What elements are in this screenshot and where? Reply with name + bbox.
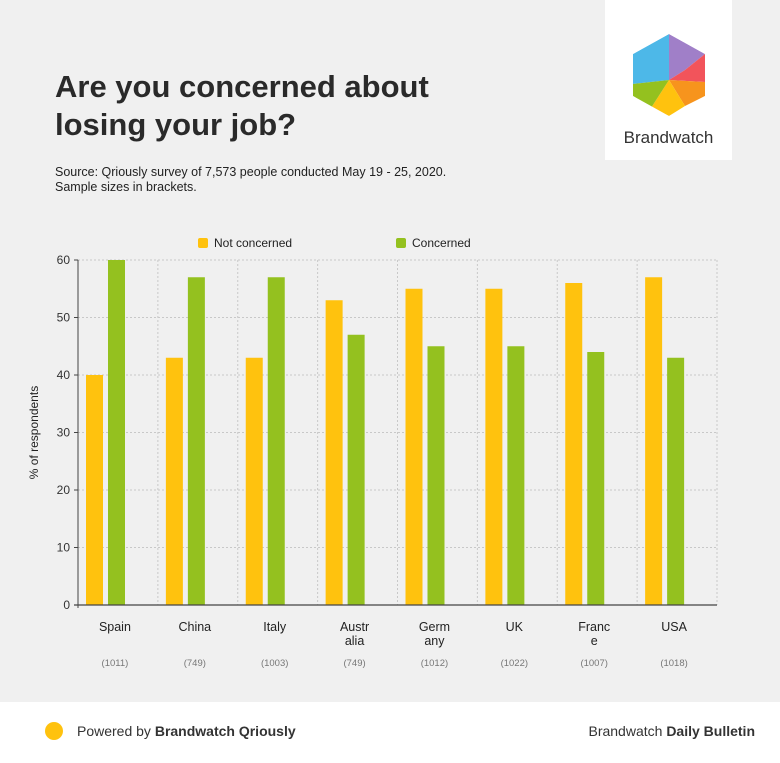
y-tick-label: 40: [57, 368, 71, 382]
y-tick-label: 20: [57, 483, 71, 497]
source-line: Source: Qriously survey of 7,573 people …: [55, 165, 447, 179]
source-note: Source: Qriously survey of 7,573 people …: [55, 165, 515, 195]
sample-size-label: (1011): [102, 658, 129, 669]
labels: 0 10 20 30 40 50 60 Spain (1011) China (749) Italy (…: [27, 253, 688, 669]
sample-size-label: (749): [184, 658, 206, 669]
bar-concerned: [108, 260, 125, 605]
x-tick-label: any: [424, 634, 445, 648]
powered-by: Powered by Brandwatch Qriously: [77, 723, 296, 739]
bar-not-concerned: [165, 357, 183, 605]
x-tick-label: UK: [506, 620, 524, 634]
legend-label: Not concerned: [214, 236, 292, 250]
grid: [77, 259, 718, 605]
legend-swatch: [198, 238, 208, 248]
y-tick-label: 60: [57, 253, 71, 267]
x-tick-label: e: [591, 634, 598, 648]
brand-logo-card: Brandwatch: [605, 0, 732, 160]
brandwatch-hexagon-icon: [633, 34, 705, 116]
daily-bulletin: Brandwatch Daily Bulletin: [588, 723, 755, 739]
sample-size-label: (1007): [580, 658, 607, 669]
bar-concerned: [507, 346, 525, 605]
bar-not-concerned: [645, 277, 663, 605]
sample-size-label: (1022): [501, 658, 528, 669]
y-tick-label: 0: [63, 598, 70, 612]
bar-concerned: [427, 346, 445, 605]
sample-size-label: (1012): [421, 658, 448, 669]
bar-concerned: [587, 352, 605, 605]
bar-not-concerned: [325, 300, 343, 605]
sample-size-label: (749): [343, 658, 365, 669]
y-axis-label: % of respondents: [27, 386, 41, 479]
legend-label: Concerned: [412, 236, 471, 250]
bar-concerned: [347, 334, 365, 605]
bars: [86, 260, 685, 605]
y-tick-label: 50: [57, 311, 71, 325]
bar-concerned: [667, 357, 685, 605]
footer: Powered by Brandwatch Qriously Brandwatc…: [0, 702, 780, 763]
x-tick-label: Spain: [99, 620, 131, 634]
y-tick-label: 10: [57, 541, 71, 555]
bar-concerned: [187, 277, 205, 605]
y-tick-label: 30: [57, 426, 71, 440]
x-tick-label: Austr: [340, 620, 369, 634]
qriously-dot-icon: [45, 722, 63, 740]
x-tick-label: Franc: [578, 620, 610, 634]
x-tick-label: USA: [661, 620, 687, 634]
bulletin-prefix: Brandwatch: [588, 723, 667, 739]
chart-title: Are you concerned about losing your job?: [55, 69, 429, 142]
bar-chart: Not concerned Concerned 0 10 20 30 40 50 60 Spai…: [27, 236, 718, 669]
powered-prefix: Powered by: [77, 723, 155, 739]
bulletin-name: Daily Bulletin: [666, 723, 755, 739]
powered-brand: Brandwatch Qriously: [154, 723, 296, 739]
x-tick-label: Italy: [263, 620, 287, 634]
axes: [74, 259, 717, 608]
bar-not-concerned: [485, 288, 503, 605]
bar-concerned: [267, 277, 285, 605]
bar-not-concerned: [565, 283, 583, 605]
sample-size-label: (1003): [261, 658, 288, 669]
brandwatch-wordmark: Brandwatch: [623, 128, 714, 147]
x-tick-label: alia: [345, 634, 365, 648]
legend-swatch: [396, 238, 406, 248]
bar-not-concerned: [405, 288, 423, 605]
x-tick-label: China: [178, 620, 211, 634]
x-tick-label: Germ: [419, 620, 450, 634]
bar-not-concerned: [86, 375, 103, 605]
sample-size-label: (1018): [660, 658, 687, 669]
legend: Not concerned Concerned: [198, 236, 471, 250]
bar-not-concerned: [245, 357, 263, 605]
sample-size-note: Sample sizes in brackets.: [55, 180, 197, 194]
